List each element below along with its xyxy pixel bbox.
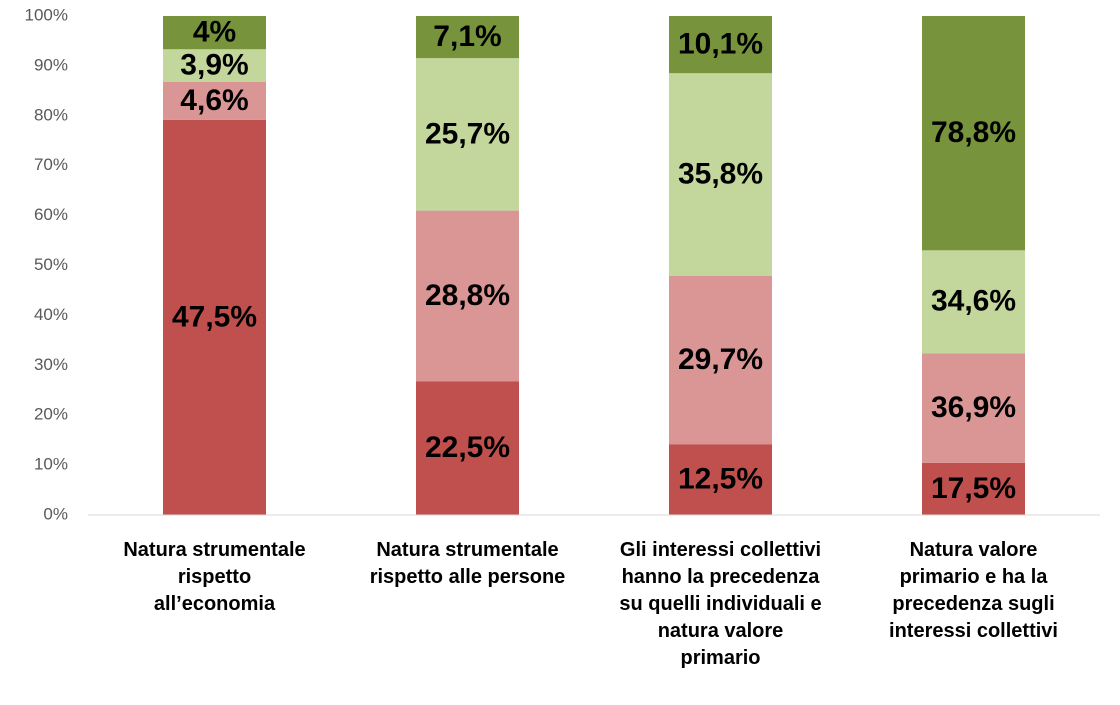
x-tick-label: Natura strumentale rispetto all’economia bbox=[123, 539, 306, 615]
y-tick-label: 20% bbox=[34, 405, 68, 424]
value-label: 35,8% bbox=[678, 158, 763, 191]
y-tick-label: 40% bbox=[34, 305, 68, 324]
y-tick-label: 70% bbox=[34, 155, 68, 174]
x-tick-label: Gli interessi collettivi hanno la preced… bbox=[619, 539, 822, 669]
value-label: 22,5% bbox=[425, 431, 510, 464]
bar-segment bbox=[922, 462, 1025, 515]
value-label: 29,7% bbox=[678, 343, 763, 376]
bar-segment bbox=[922, 250, 1025, 354]
bar-segment bbox=[669, 444, 772, 515]
y-tick-label: 60% bbox=[34, 205, 68, 224]
value-label: 10,1% bbox=[678, 28, 763, 61]
bar-segment bbox=[416, 381, 519, 515]
y-tick-label: 10% bbox=[34, 455, 68, 474]
value-label: 3,9% bbox=[180, 48, 248, 81]
value-label: 4% bbox=[193, 16, 236, 49]
y-tick-label: 30% bbox=[34, 355, 68, 374]
value-label: 78,8% bbox=[931, 116, 1016, 149]
value-label: 4,6% bbox=[180, 84, 248, 117]
value-label: 25,7% bbox=[425, 117, 510, 150]
y-tick-label: 0% bbox=[43, 504, 68, 523]
bar-segment bbox=[416, 58, 519, 211]
bar-segment bbox=[669, 73, 772, 276]
x-tick-label: Natura valore primario e ha la precedenz… bbox=[889, 539, 1058, 642]
bar-segment bbox=[922, 353, 1025, 463]
y-tick-label: 50% bbox=[34, 255, 68, 274]
bar-segment bbox=[922, 16, 1025, 251]
bar-segment bbox=[163, 81, 266, 120]
value-label: 36,9% bbox=[931, 391, 1016, 424]
bar-segment bbox=[163, 49, 266, 82]
value-label: 34,6% bbox=[931, 285, 1016, 318]
y-tick-label: 100% bbox=[25, 5, 68, 24]
bar-segment bbox=[669, 275, 772, 445]
value-label: 7,1% bbox=[433, 20, 501, 53]
bar-segment bbox=[416, 16, 519, 59]
bar-segment bbox=[669, 16, 772, 74]
y-tick-label: 80% bbox=[34, 105, 68, 124]
value-label: 47,5% bbox=[172, 300, 257, 333]
value-label: 12,5% bbox=[678, 463, 763, 496]
bar-segment bbox=[416, 210, 519, 382]
value-label: 28,8% bbox=[425, 279, 510, 312]
value-label: 17,5% bbox=[931, 472, 1016, 505]
bar-segment bbox=[163, 16, 266, 50]
bar-segment bbox=[163, 119, 266, 515]
x-tick-label: Natura strumentale rispetto alle persone bbox=[369, 539, 566, 588]
y-tick-label: 90% bbox=[34, 55, 68, 74]
